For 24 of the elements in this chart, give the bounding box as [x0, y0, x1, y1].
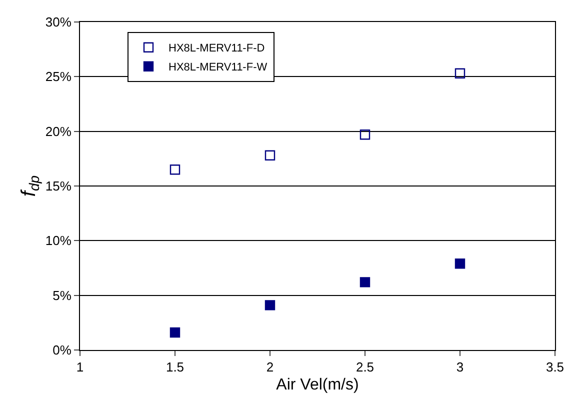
- y-tick-label: 5%: [52, 288, 72, 303]
- point: [264, 150, 276, 160]
- x-axis-title: Air Vel(m/s): [276, 376, 359, 394]
- point: [170, 327, 180, 338]
- point: [264, 300, 276, 310]
- point: [454, 258, 466, 269]
- y-tick-label: 0%: [52, 342, 72, 358]
- x-tick-label: 3.5: [546, 360, 564, 375]
- legend-label: HX8L-MERV11-F-D: [168, 42, 265, 55]
- point: [360, 277, 370, 288]
- point: [170, 164, 180, 175]
- x-tick-label: 3: [456, 360, 464, 375]
- point: [454, 68, 466, 78]
- x-tick-label: 1.5: [166, 360, 184, 375]
- point: [360, 130, 370, 140]
- y-tick-label: 25%: [45, 69, 72, 84]
- y-tick-label: 15%: [45, 178, 72, 194]
- x-tick-label: 1: [76, 360, 84, 375]
- x-tick-label: 2: [266, 360, 274, 375]
- y-tick-label: 10%: [45, 233, 72, 248]
- legend-label: HX8L-MERV11-F-W: [168, 62, 268, 74]
- y-tick-label: 30%: [45, 14, 72, 30]
- y-tick-label: 20%: [45, 124, 72, 139]
- x-tick-label: 2.5: [356, 360, 374, 375]
